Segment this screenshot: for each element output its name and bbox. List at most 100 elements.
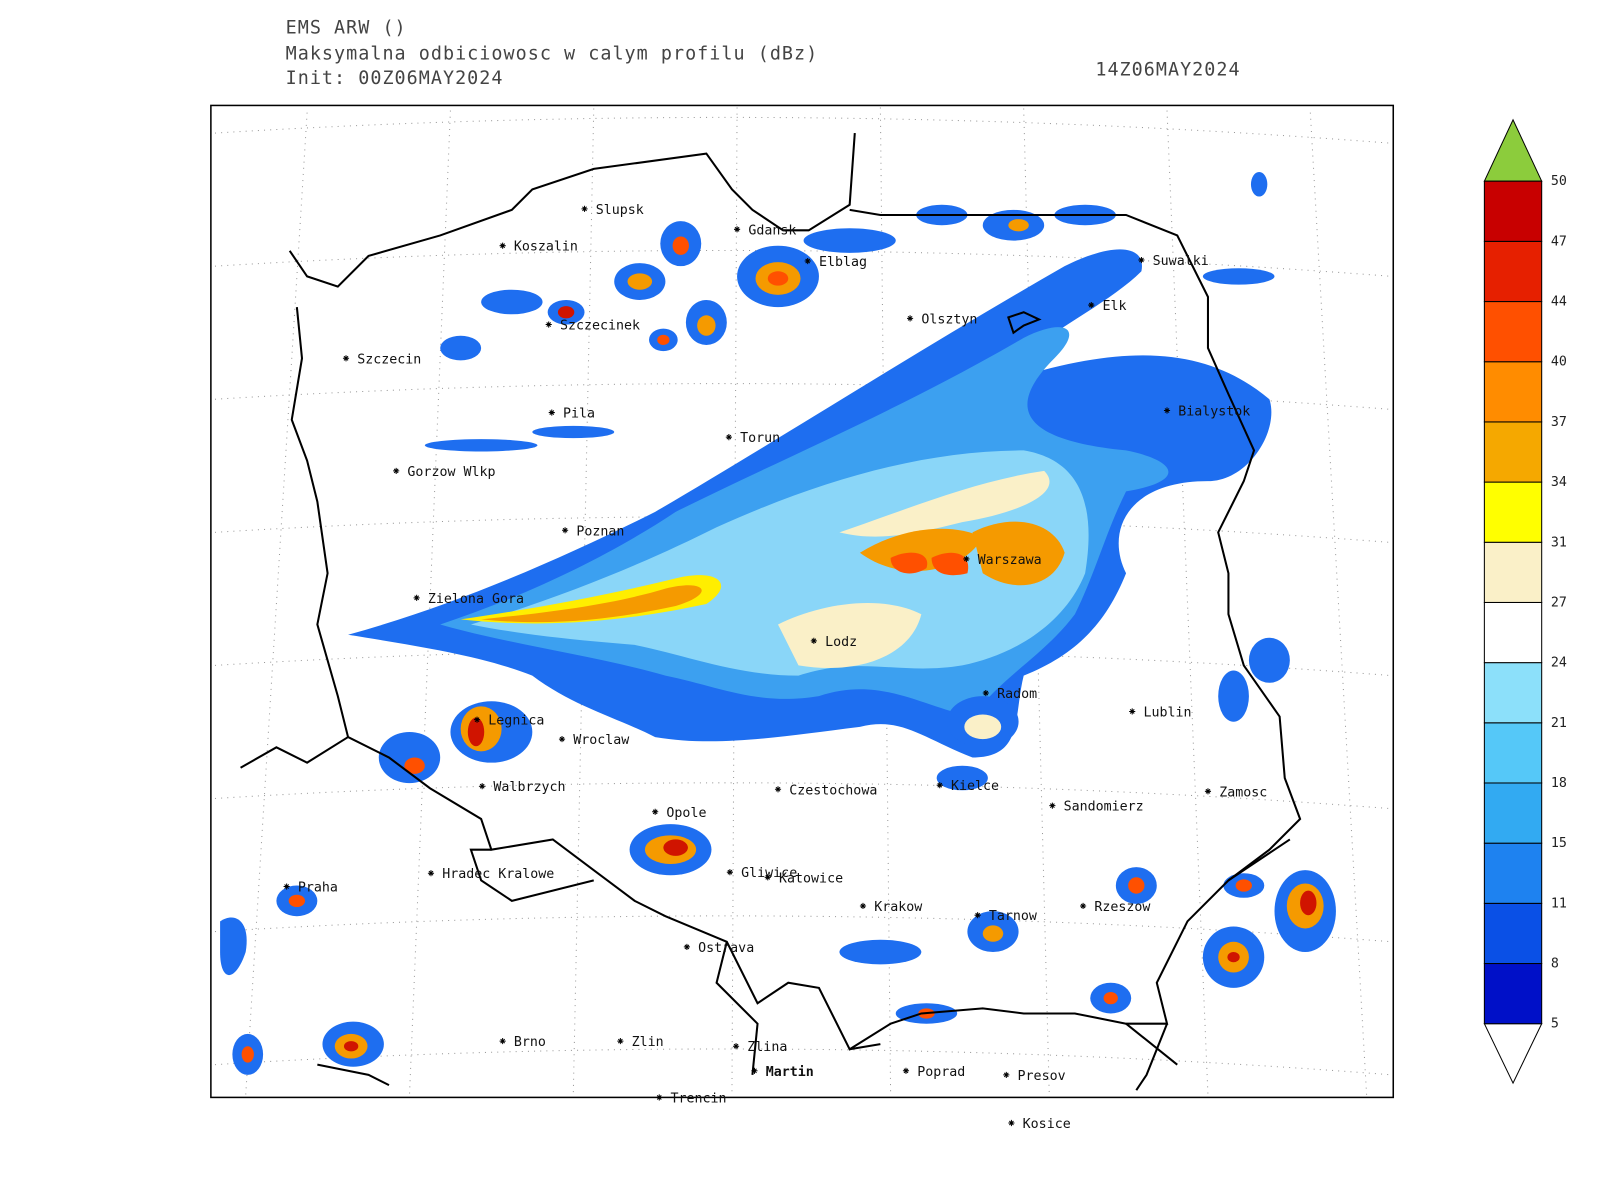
city-label: Czestochowa <box>789 783 877 798</box>
borders <box>240 133 1302 1091</box>
city-label: Zielona Gora <box>428 592 524 607</box>
city-label: Ostrava <box>698 941 754 956</box>
city-label: Lodz <box>825 635 857 650</box>
colorbar-box <box>1483 481 1543 543</box>
city-marker <box>393 467 400 474</box>
colorbar-label: 15 <box>1551 836 1567 851</box>
city: Poprad <box>902 1065 965 1080</box>
city-label: Brno <box>514 1035 546 1050</box>
colorbar-label: 44 <box>1551 295 1567 310</box>
colorbar-box <box>1483 963 1543 1025</box>
city-label: Krakow <box>874 900 922 915</box>
graticule <box>214 107 1393 1096</box>
colorbar-box <box>1483 722 1543 784</box>
city-label: Wroclaw <box>573 733 629 748</box>
field-title: Maksymalna odbiciowosc w calym profilu (… <box>286 43 819 64</box>
colorbar-label: 18 <box>1551 776 1567 791</box>
city-label: Suwalki <box>1153 254 1209 269</box>
city-marker <box>479 783 486 790</box>
colorbar-label: 40 <box>1551 355 1567 370</box>
city-label: Szczecinek <box>560 319 640 334</box>
map-area: Slupsk Gdansk Koszalin Elblag Suwalki Szczeci… <box>210 104 1395 1132</box>
city: Suwalki <box>1138 254 1209 269</box>
city: Pila <box>548 407 595 422</box>
colorbar-label: 5 <box>1551 1017 1559 1032</box>
init-time: Init: 00Z06MAY2024 <box>286 68 504 89</box>
colorbar-label: 11 <box>1551 896 1567 911</box>
city-marker <box>732 1043 740 1050</box>
city-label: Koszalin <box>514 240 578 255</box>
city: Czestochowa <box>774 783 877 798</box>
city: Koszalin <box>499 240 578 255</box>
city: Rzeszow <box>1080 900 1150 915</box>
city-marker <box>545 321 552 328</box>
map-frame <box>210 104 1395 1099</box>
city-marker <box>733 226 741 233</box>
city: Gdansk <box>733 223 796 238</box>
city-marker <box>1138 256 1145 264</box>
city-marker <box>963 555 970 563</box>
city-marker <box>902 1067 910 1074</box>
city-marker <box>1080 902 1087 910</box>
city: Opole <box>652 806 706 821</box>
city-marker <box>683 943 690 950</box>
city-label: Lublin <box>1143 705 1191 720</box>
colorbar-under <box>1483 1023 1543 1085</box>
city-label: Gdansk <box>748 223 796 238</box>
city-marker <box>473 716 481 723</box>
city-label: Warszawa <box>978 553 1042 568</box>
colorbar-box <box>1483 842 1543 904</box>
city-label: Zamosc <box>1219 785 1267 800</box>
city-label: Torun <box>740 431 780 446</box>
city-marker <box>652 808 659 815</box>
colorbar-box <box>1483 361 1543 423</box>
city: Gliwice <box>726 866 797 881</box>
model-name: EMS ARW () <box>286 18 407 39</box>
city: Kosice <box>1008 1117 1071 1132</box>
city-label: Katowice <box>779 871 843 886</box>
city: Elk <box>1088 299 1127 314</box>
city: Olsztyn <box>906 312 977 327</box>
city-marker <box>427 870 435 877</box>
city-label: Opole <box>666 806 706 821</box>
city: Martin <box>751 1064 814 1080</box>
city: Elblag <box>804 255 867 270</box>
city-marker <box>764 874 771 881</box>
city-label: Gorzow Wlkp <box>407 465 495 480</box>
city: Slupsk <box>581 203 644 218</box>
city: Zamosc <box>1204 785 1267 800</box>
city: Brno <box>499 1035 546 1050</box>
city-marker <box>342 355 350 362</box>
city-label: Kosice <box>1023 1117 1071 1132</box>
city-marker <box>499 242 506 249</box>
city-marker <box>1088 301 1095 309</box>
city: Zielona Gora <box>413 592 524 607</box>
city-marker <box>982 689 989 697</box>
city-marker <box>1003 1071 1010 1078</box>
city-marker <box>804 257 811 265</box>
city-label: Legnica <box>488 714 544 729</box>
city-marker <box>906 315 914 322</box>
city-marker <box>562 527 569 534</box>
city-labels: Slupsk Gdansk Koszalin Elblag Suwalki Szczeci… <box>283 203 1267 1132</box>
city-label: Poprad <box>917 1065 965 1080</box>
city: Trencin <box>656 1091 727 1106</box>
colorbar-box <box>1483 782 1543 844</box>
city: Gorzow Wlkp <box>393 465 495 480</box>
city-label: Kielce <box>951 779 999 794</box>
colorbar-box <box>1483 662 1543 724</box>
city-label: Bialystok <box>1178 405 1250 420</box>
city-label: Hradec Kralowe <box>442 867 554 882</box>
city-label: Slupsk <box>596 203 644 218</box>
city: Lublin <box>1129 705 1192 720</box>
city-label: Zlina <box>747 1040 787 1055</box>
city: Poznan <box>562 524 624 539</box>
city-marker <box>974 912 981 919</box>
city-marker <box>1008 1119 1015 1127</box>
colorbar-over <box>1483 118 1543 182</box>
city-label: Olsztyn <box>921 312 977 327</box>
colorbar-label: 34 <box>1551 475 1567 490</box>
colorbar-label: 8 <box>1551 957 1559 972</box>
city: Radom <box>982 687 1037 702</box>
city-label: Tarnow <box>989 909 1037 924</box>
